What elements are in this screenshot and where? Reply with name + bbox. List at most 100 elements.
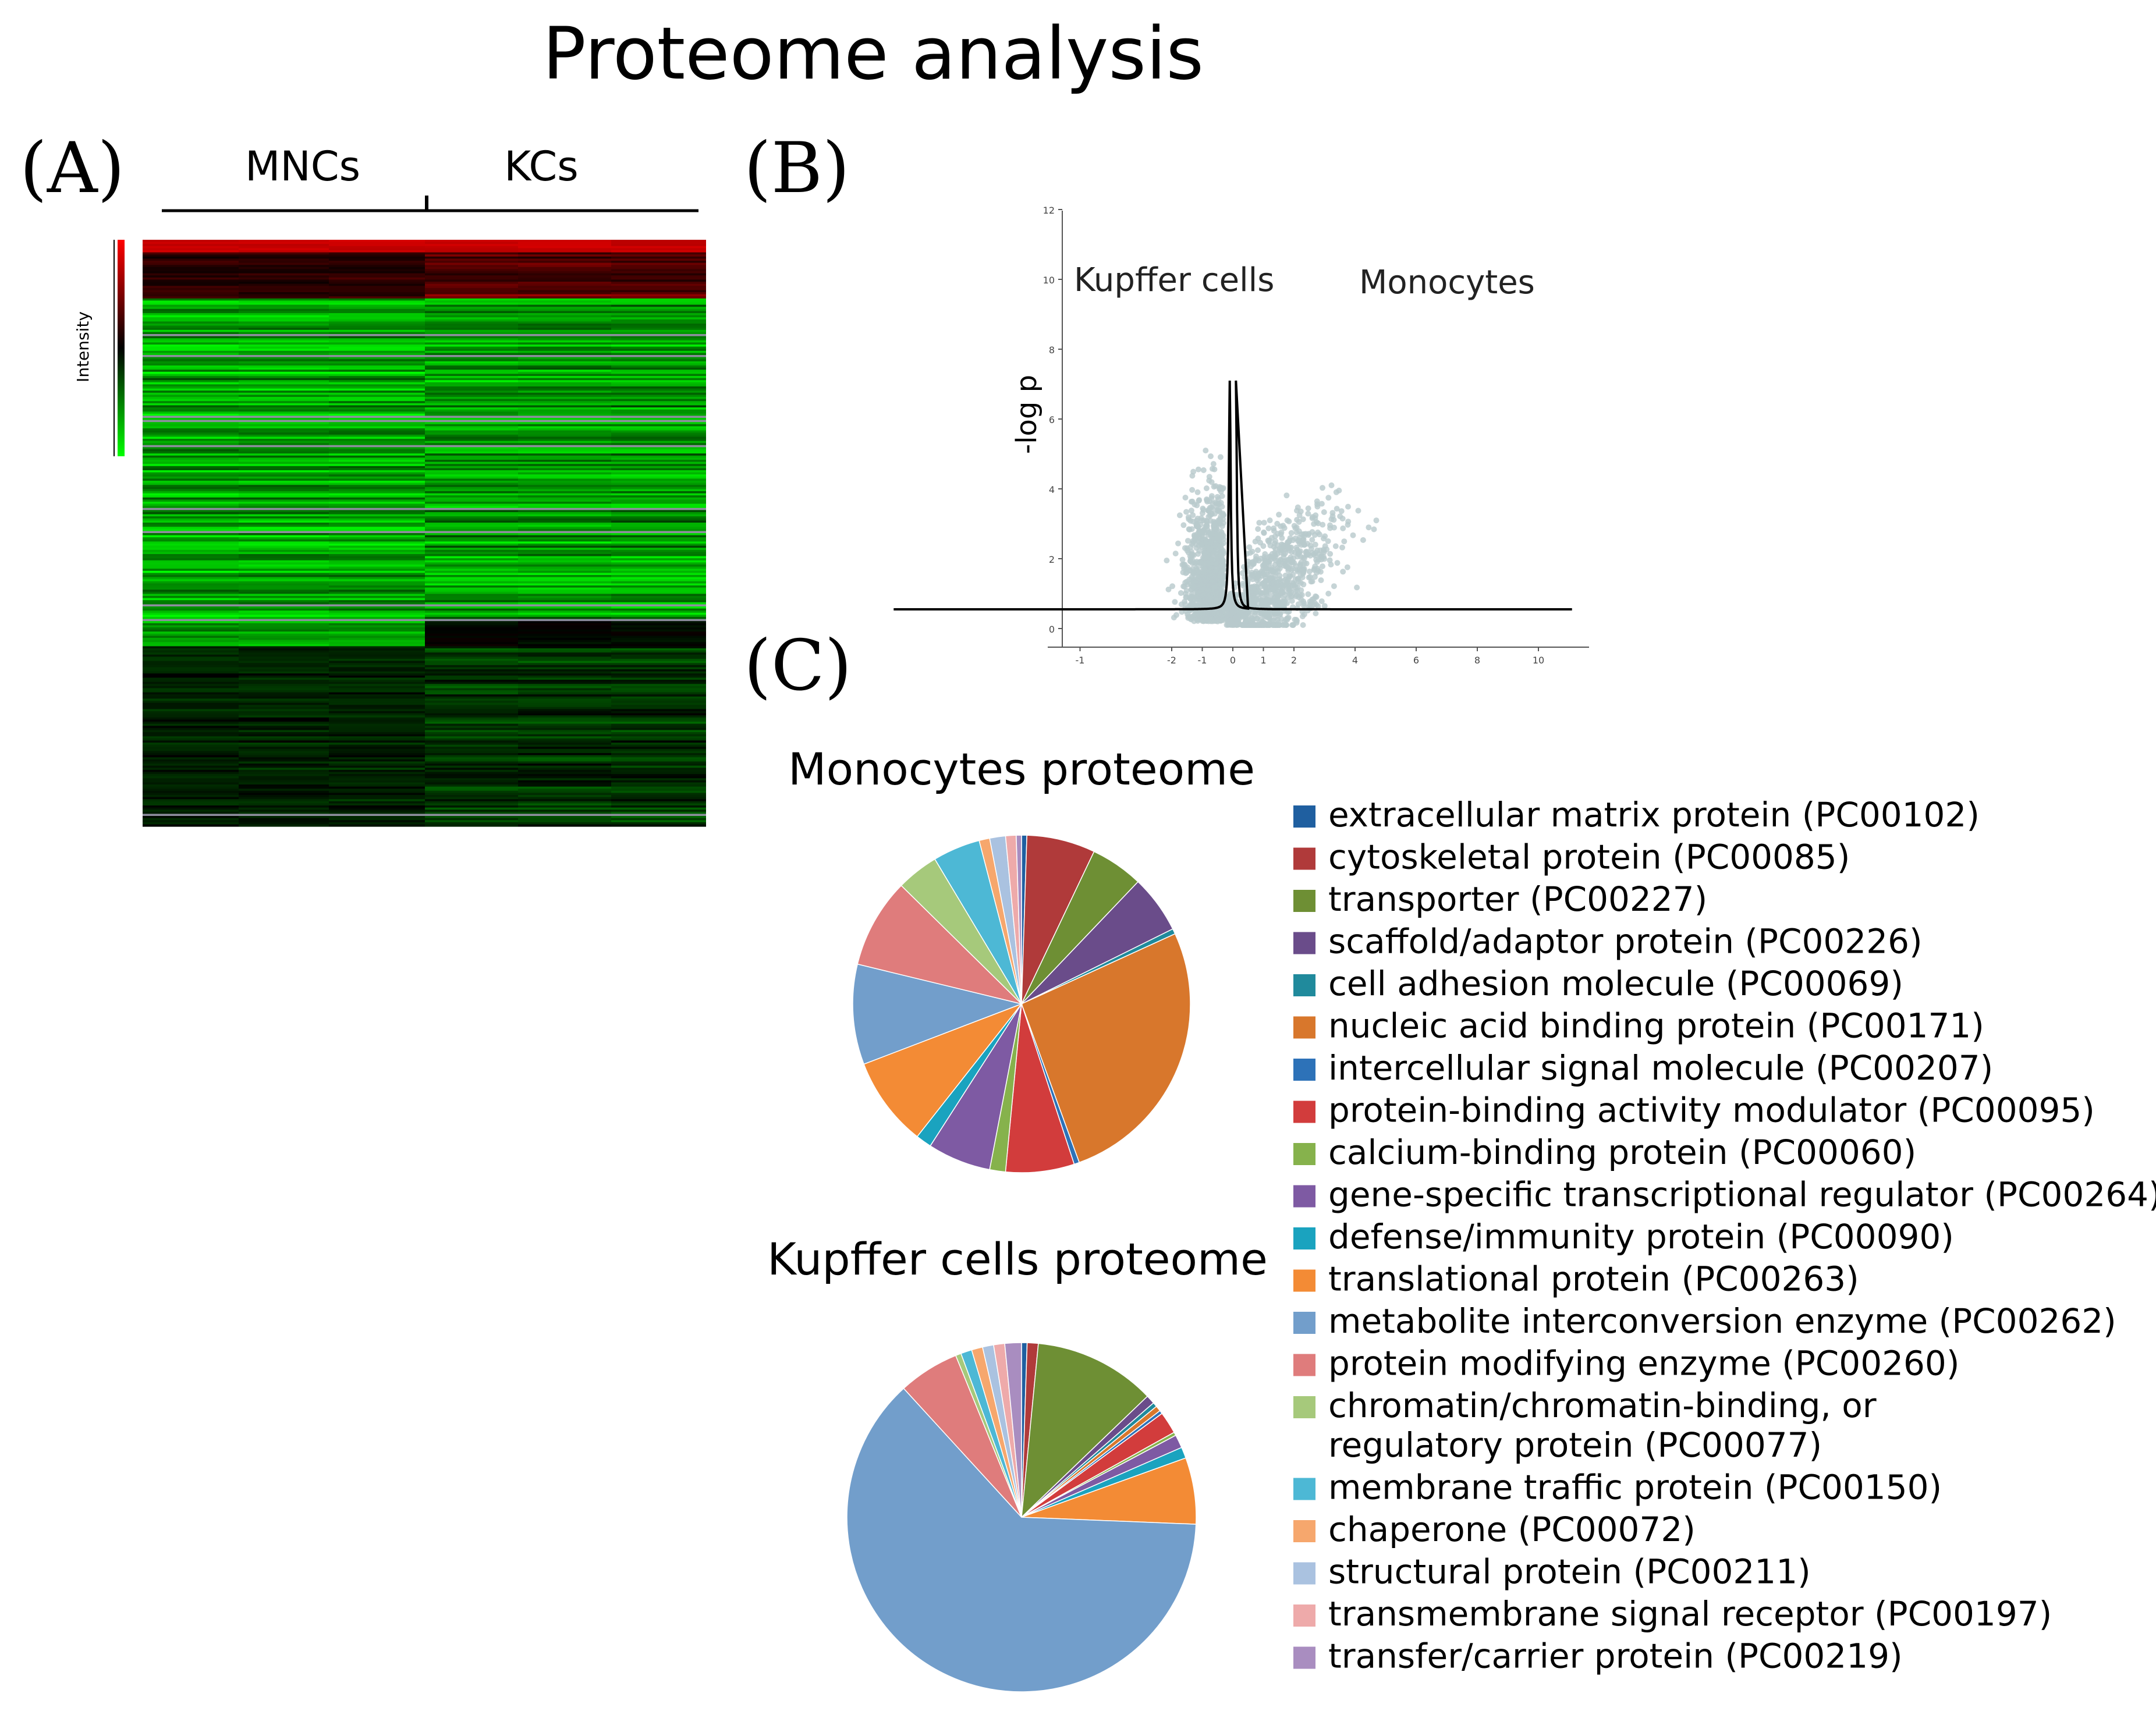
heatmap-cell — [611, 382, 706, 385]
heatmap-cell — [425, 481, 518, 484]
scatter-point — [1298, 597, 1304, 603]
heatmap-cell — [425, 271, 518, 274]
scatter-point — [1198, 588, 1204, 594]
y-tick-label: 6 — [1049, 414, 1055, 425]
heatmap-cell — [518, 328, 611, 331]
heatmap-cell — [329, 256, 425, 259]
heatmap-cell — [611, 671, 706, 674]
heatmap-cell — [425, 702, 518, 705]
heatmap-cell — [611, 340, 706, 343]
heatmap-cell — [518, 420, 611, 423]
heatmap-cell — [143, 805, 239, 808]
heatmap-cell — [329, 527, 425, 530]
heatmap-cell — [143, 527, 239, 530]
heatmap-cell — [143, 436, 239, 439]
heatmap-cell — [518, 623, 611, 626]
scatter-point — [1261, 530, 1267, 536]
heatmap-cell — [425, 810, 518, 812]
heatmap-cell — [143, 594, 239, 597]
heatmap-cell — [239, 371, 329, 374]
heatmap-cell — [518, 365, 611, 368]
heatmap-cell — [611, 304, 706, 307]
heatmap-cell — [611, 409, 706, 412]
heatmap-cell — [518, 395, 611, 397]
heatmap-cell — [518, 290, 611, 293]
scatter-point — [1205, 583, 1212, 589]
heatmap-cell — [329, 413, 425, 416]
heatmap-cell — [239, 786, 329, 789]
heatmap-cell — [329, 768, 425, 771]
heatmap-cell — [611, 810, 706, 812]
heatmap-cell — [143, 786, 239, 789]
heatmap-cell — [239, 686, 329, 688]
heatmap-cell — [518, 709, 611, 712]
heatmap-cell — [329, 690, 425, 693]
heatmap-cell — [518, 590, 611, 592]
heatmap-cell — [518, 443, 611, 446]
heatmap-cell — [518, 261, 611, 264]
scatter-point — [1241, 622, 1247, 628]
heatmap-cell — [611, 684, 706, 687]
heatmap-cell — [518, 736, 611, 739]
heatmap-cell — [143, 384, 239, 387]
heatmap-cell — [329, 692, 425, 695]
heatmap-cell — [329, 818, 425, 821]
heatmap-cell — [425, 715, 518, 718]
heatmap-cell — [425, 531, 518, 534]
heatmap-cell — [518, 715, 611, 718]
heatmap-cell — [329, 780, 425, 783]
scatter-point — [1180, 522, 1187, 528]
heatmap-cell — [611, 675, 706, 678]
heatmap-cell — [329, 715, 425, 718]
heatmap-cell — [611, 650, 706, 653]
heatmap-cell — [239, 795, 329, 798]
heatmap-cell — [239, 487, 329, 489]
scatter-point — [1299, 531, 1305, 538]
heatmap-cell — [239, 313, 329, 316]
heatmap-cell — [611, 824, 706, 827]
heatmap-cell — [329, 430, 425, 433]
heatmap-cell — [239, 403, 329, 406]
scatter-point — [1228, 598, 1235, 604]
heatmap-cell — [518, 317, 611, 320]
scatter-point — [1216, 564, 1222, 570]
heatmap-cell — [143, 736, 239, 739]
scatter-point — [1192, 537, 1198, 543]
scatter-point — [1205, 618, 1212, 624]
heatmap-cell — [518, 610, 611, 613]
scatter-point — [1303, 560, 1310, 567]
heatmap-cell — [518, 286, 611, 289]
heatmap-cell — [143, 822, 239, 825]
heatmap-cell — [518, 246, 611, 249]
heatmap-cell — [611, 416, 706, 418]
heatmap-cell — [239, 656, 329, 659]
scatter-point — [1193, 521, 1200, 527]
heatmap-cell — [329, 353, 425, 356]
heatmap-cell — [143, 717, 239, 720]
heatmap-cell — [611, 493, 706, 496]
heatmap-cell — [611, 315, 706, 318]
heatmap-cell — [518, 811, 611, 814]
scatter-point — [1373, 517, 1380, 524]
heatmap-cell — [518, 780, 611, 783]
colorbar-label: Intensity — [73, 311, 93, 382]
scatter-point — [1165, 586, 1172, 592]
heatmap-cell — [329, 265, 425, 268]
heatmap-cell — [518, 514, 611, 517]
legend-swatch — [1293, 1478, 1315, 1500]
heatmap-cell — [143, 583, 239, 586]
heatmap-cell — [425, 506, 518, 509]
panel-label-a: (A) — [20, 128, 125, 209]
heatmap-cell — [611, 738, 706, 741]
scatter-point — [1292, 588, 1299, 595]
scatter-point — [1196, 609, 1203, 615]
heatmap-cell — [425, 558, 518, 561]
heatmap-cell — [518, 349, 611, 352]
heatmap-cell — [518, 793, 611, 796]
heatmap-cell — [518, 549, 611, 552]
scatter-point — [1185, 611, 1191, 617]
heatmap-cell — [518, 303, 611, 306]
heatmap-cell — [329, 455, 425, 458]
heatmap-cell — [425, 340, 518, 343]
heatmap-cell — [518, 726, 611, 729]
